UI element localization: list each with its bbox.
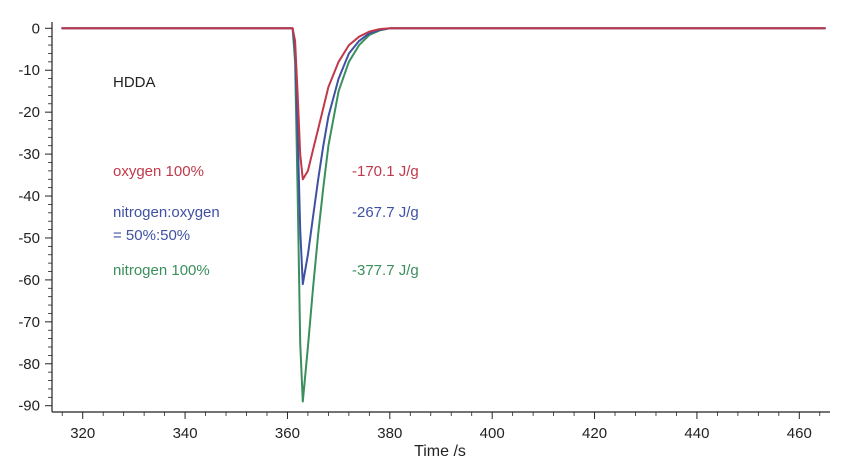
y-tick-label-4: -40: [18, 188, 40, 205]
x-tick-label-7: 460: [787, 425, 812, 442]
y-tick-label-0: 0: [32, 20, 40, 37]
series-label-0-line-0: oxygen 100%: [113, 163, 204, 180]
series-line-1: [61, 27, 826, 286]
series-label-1-line-1: = 50%:50%: [113, 227, 190, 244]
x-tick-label-4: 400: [480, 425, 505, 442]
series-energy-2: -377.7 J/g: [352, 262, 419, 279]
y-tick-label-9: -90: [18, 398, 40, 415]
series-label-1-line-0: nitrogen:oxygen: [113, 204, 220, 221]
x-tick-label-3: 380: [377, 425, 402, 442]
y-tick-label-8: -80: [18, 356, 40, 373]
plot-area: [52, 22, 830, 412]
legend-annotations: oxygen 100% -170.1 J/g nitrogen:oxygen = 50…: [113, 163, 419, 279]
y-tick-label-2: -20: [18, 104, 40, 121]
series-line-0: [61, 27, 826, 181]
y-tick-label-3: -30: [18, 146, 40, 163]
y-tick-label-6: -60: [18, 272, 40, 289]
series-energy-0: -170.1 J/g: [352, 163, 419, 180]
y-axis-ticks: 0 -10 -20 -30 -40 -50 -60 -70 -80 -90: [18, 20, 52, 415]
series-label-2-line-0: nitrogen 100%: [113, 262, 210, 279]
series-layer: [61, 27, 826, 403]
x-axis-title: Time /s: [414, 443, 466, 460]
x-tick-label-5: 420: [582, 425, 607, 442]
series-line-2: [61, 27, 826, 403]
x-tick-label-1: 340: [173, 425, 198, 442]
annotation-title: HDDA: [113, 74, 156, 91]
x-tick-label-6: 440: [684, 425, 709, 442]
y-tick-label-5: -50: [18, 230, 40, 247]
x-axis-ticks: 320 340 360 380 400 420 440 460: [61, 412, 821, 442]
x-tick-label-0: 320: [70, 425, 95, 442]
y-tick-label-7: -70: [18, 314, 40, 331]
series-energy-1: -267.7 J/g: [352, 204, 419, 221]
x-tick-label-2: 360: [275, 425, 300, 442]
y-tick-label-1: -10: [18, 62, 40, 79]
